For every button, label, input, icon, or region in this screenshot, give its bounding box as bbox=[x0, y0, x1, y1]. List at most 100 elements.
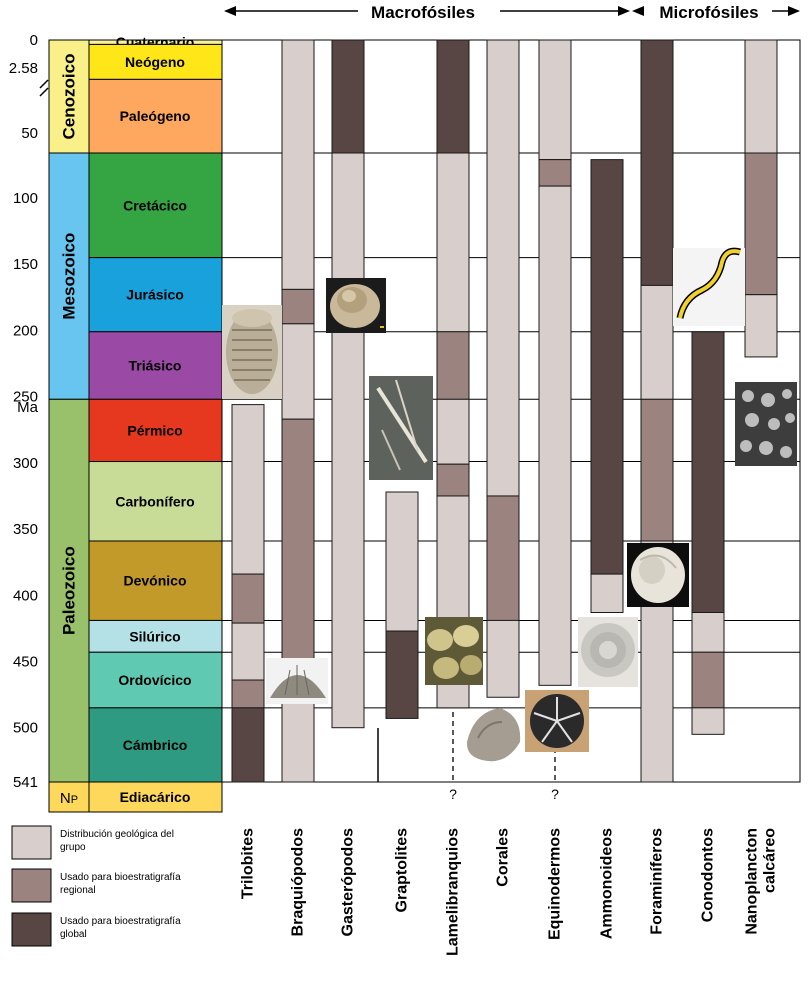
period-box-devonico bbox=[88, 540, 223, 621]
legend-swatch-dist bbox=[11, 825, 52, 860]
range-bars bbox=[231, 39, 778, 783]
bar-gasteropodos-dist bbox=[331, 152, 365, 729]
nannoplankton-photo bbox=[735, 382, 797, 466]
axis-tick-label: 350 bbox=[13, 521, 38, 538]
chart-header: Macrofósiles Microfósiles bbox=[224, 3, 800, 22]
period-box-ediacarico bbox=[88, 781, 223, 813]
legend: Distribución geológica del grupo Usado p… bbox=[11, 825, 183, 947]
bar-conodontos-dist bbox=[691, 707, 725, 735]
axis-unit-label: Ma bbox=[17, 399, 38, 416]
bar-ammonoideos-dist bbox=[590, 573, 624, 614]
group-label-ammonoideos: Ammonoideos bbox=[599, 828, 616, 939]
axis-tick-label: 200 bbox=[13, 322, 38, 339]
micro-arrow-left-head bbox=[632, 6, 644, 16]
axis-tick-label: 50 bbox=[21, 125, 38, 142]
group-label-foraminiferos: Foraminíferos bbox=[649, 828, 666, 935]
axis-tick-label: 0 bbox=[30, 32, 38, 49]
period-label-neogeno: Neógeno bbox=[125, 54, 185, 70]
group-label-trilobites: Trilobites bbox=[240, 828, 257, 899]
bar-conodontos-reg bbox=[691, 651, 725, 709]
lamelibranquios-question-mark: ? bbox=[449, 786, 457, 802]
legend-line: regional bbox=[60, 885, 96, 896]
period-label-devonico: Devónico bbox=[123, 573, 186, 589]
group-label-graptolites: Graptolites bbox=[394, 828, 411, 913]
period-column: CuaternarioNeógenoPaleógenoCretácicoJurá… bbox=[88, 34, 223, 813]
bar-equinodermos-reg bbox=[538, 159, 572, 187]
period-label-triasico: Triásico bbox=[129, 358, 182, 374]
micro-label: Microfósiles bbox=[659, 3, 758, 22]
group-label-equinodermos: Equinodermos bbox=[547, 828, 564, 940]
era-label-np: NP bbox=[60, 790, 78, 807]
group-label-nanoplancton-calcareo: Nanoplancton bbox=[744, 828, 761, 935]
era-label-paleozoico: Paleozoico bbox=[60, 546, 79, 635]
legend-line: global bbox=[60, 929, 87, 940]
era-box-cenozoico bbox=[48, 39, 90, 154]
bar-gasteropodos-glob bbox=[331, 39, 365, 154]
bar-equinodermos-dist bbox=[538, 185, 572, 686]
axis-tick-label: 300 bbox=[13, 455, 38, 472]
group-label-corales: Corales bbox=[495, 828, 512, 887]
conodont-animal-drawing bbox=[673, 247, 745, 326]
axis-tick-label: 500 bbox=[13, 720, 38, 737]
bar-nanoplancton-calcareo-dist bbox=[744, 294, 778, 358]
era-label-cenozoico: Cenozoico bbox=[60, 54, 79, 140]
macro-arrow-left-head bbox=[224, 6, 236, 16]
bar-trilobites-reg bbox=[231, 679, 265, 709]
bar-braquiopodos-dist bbox=[281, 39, 315, 290]
coral-photo bbox=[466, 708, 521, 762]
bar-foraminiferos-glob bbox=[640, 39, 674, 286]
axis-tick-label: 541 bbox=[13, 774, 38, 791]
period-label-cretacico: Cretácico bbox=[123, 197, 187, 213]
bar-nanoplancton-calcareo-reg bbox=[744, 152, 778, 296]
group-labels: Trilobites Braquiópodos Gasterópodos Grapto… bbox=[240, 828, 779, 956]
legend-line: grupo bbox=[60, 842, 86, 853]
ammonite-photo bbox=[578, 617, 638, 687]
period-box-jurasico bbox=[88, 257, 223, 333]
bar-ammonoideos-glob bbox=[590, 159, 624, 575]
age-axis: 0 2.58 50 100 150 200 250 300 350 400 450 500 541 Ma bbox=[9, 32, 49, 791]
brachiopod-photo bbox=[266, 658, 328, 704]
bar-trilobites-glob bbox=[231, 707, 265, 783]
legend-swatch-reg bbox=[11, 868, 52, 903]
legend-line: Distribución geológica del bbox=[60, 829, 174, 840]
period-box-carbonifero bbox=[88, 461, 223, 542]
bar-corales-dist bbox=[486, 619, 520, 698]
period-label-permico: Pérmico bbox=[127, 422, 182, 438]
period-box-permico bbox=[88, 398, 223, 463]
bar-braquiopodos-reg bbox=[281, 288, 315, 325]
period-box-paleogeno bbox=[88, 78, 223, 154]
era-label-mesozoico: Mesozoico bbox=[60, 233, 79, 320]
gastropod-photo bbox=[326, 278, 386, 333]
foraminifer-photo bbox=[627, 543, 689, 607]
group-label-lamelibranquios: Lamelibranquios bbox=[445, 828, 462, 956]
period-label-ediacarico: Ediacárico bbox=[120, 789, 191, 805]
legend-swatch-glob bbox=[11, 912, 52, 947]
group-label-conodontos: Conodontos bbox=[700, 828, 717, 922]
bar-graptolites-dist bbox=[385, 491, 419, 632]
legend-label-reg: Usado para bioestratigrafía regional bbox=[60, 872, 183, 896]
macro-arrow-right-head bbox=[618, 6, 630, 16]
period-label-ordovicico: Ordovícico bbox=[118, 672, 191, 688]
bar-foraminiferos-dist bbox=[640, 284, 674, 400]
legend-line: Usado para bioestratigrafía bbox=[60, 916, 181, 927]
bar-lamelibranquios-reg bbox=[436, 463, 470, 497]
echinoid-photo bbox=[525, 690, 589, 752]
axis-tick-label: 100 bbox=[13, 190, 38, 207]
legend-label-dist: Distribución geológica del grupo bbox=[60, 829, 177, 853]
legend-label-glob: Usado para bioestratigrafía global bbox=[60, 916, 183, 940]
bar-lamelibranquios-dist bbox=[436, 398, 470, 465]
equinodermos-question-mark: ? bbox=[551, 786, 559, 802]
bar-corales-reg bbox=[486, 495, 520, 621]
axis-break-mark bbox=[39, 79, 49, 97]
axis-tick-label: 450 bbox=[13, 653, 38, 670]
bar-lamelibranquios-dist bbox=[436, 152, 470, 333]
micro-arrow-right-head bbox=[788, 6, 800, 16]
bar-conodontos-glob bbox=[691, 331, 725, 614]
axis-tick-label: 150 bbox=[13, 256, 38, 273]
graptolite-photo bbox=[369, 376, 433, 480]
group-label-nanoplancton-calcareo: calcáreo bbox=[762, 828, 779, 893]
bar-braquiopodos-reg bbox=[281, 418, 315, 664]
period-label-paleogeno: Paleógeno bbox=[120, 108, 191, 124]
macro-label: Macrofósiles bbox=[371, 3, 475, 22]
bar-trilobites-dist bbox=[231, 622, 265, 681]
